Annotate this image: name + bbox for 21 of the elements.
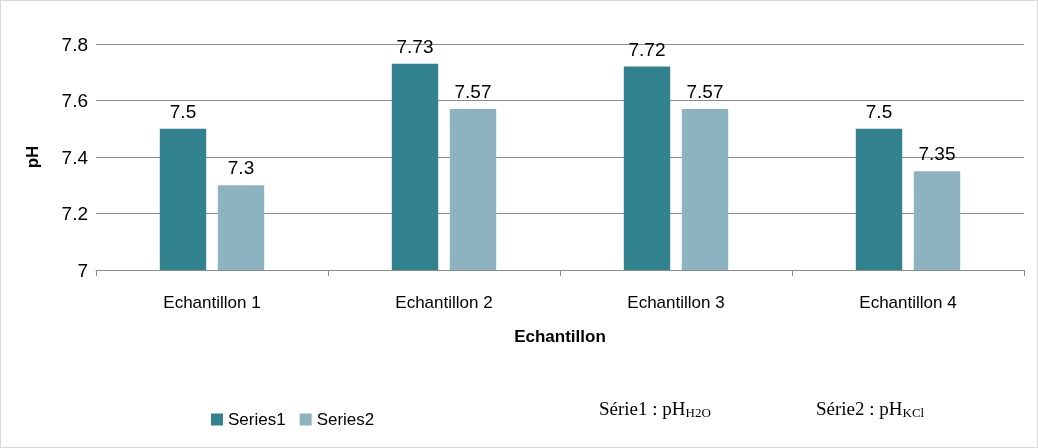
y-tick-label: 7.4 — [61, 146, 89, 168]
data-label: 7.5 — [169, 100, 197, 122]
legend-label: Series2 — [316, 410, 375, 429]
x-tick-label: Echantillon 3 — [627, 293, 725, 312]
y-tick-label: 7.6 — [61, 90, 88, 111]
legend-label: Series1 — [228, 410, 286, 429]
y-axis-title: pH — [23, 145, 42, 169]
x-tick-label: Echantillon 2 — [395, 293, 493, 312]
data-label: 7.57 — [686, 80, 724, 102]
y-tick-label: 7.8 — [61, 33, 88, 55]
x-tick-label: Echantillon 1 — [163, 293, 261, 312]
data-label: 7.35 — [918, 143, 956, 165]
data-label: 7.57 — [454, 80, 492, 102]
data-label: 7.5 — [865, 100, 893, 122]
data-label: 7.73 — [396, 35, 434, 57]
x-axis-title: Echantillon — [514, 327, 606, 346]
y-tick-label: 7 — [77, 259, 88, 281]
data-label: 7.72 — [628, 38, 666, 60]
y-tick-label: 7.2 — [61, 203, 88, 224]
x-tick-label: Echantillon 4 — [859, 293, 957, 312]
data-label: 7.3 — [227, 157, 255, 179]
